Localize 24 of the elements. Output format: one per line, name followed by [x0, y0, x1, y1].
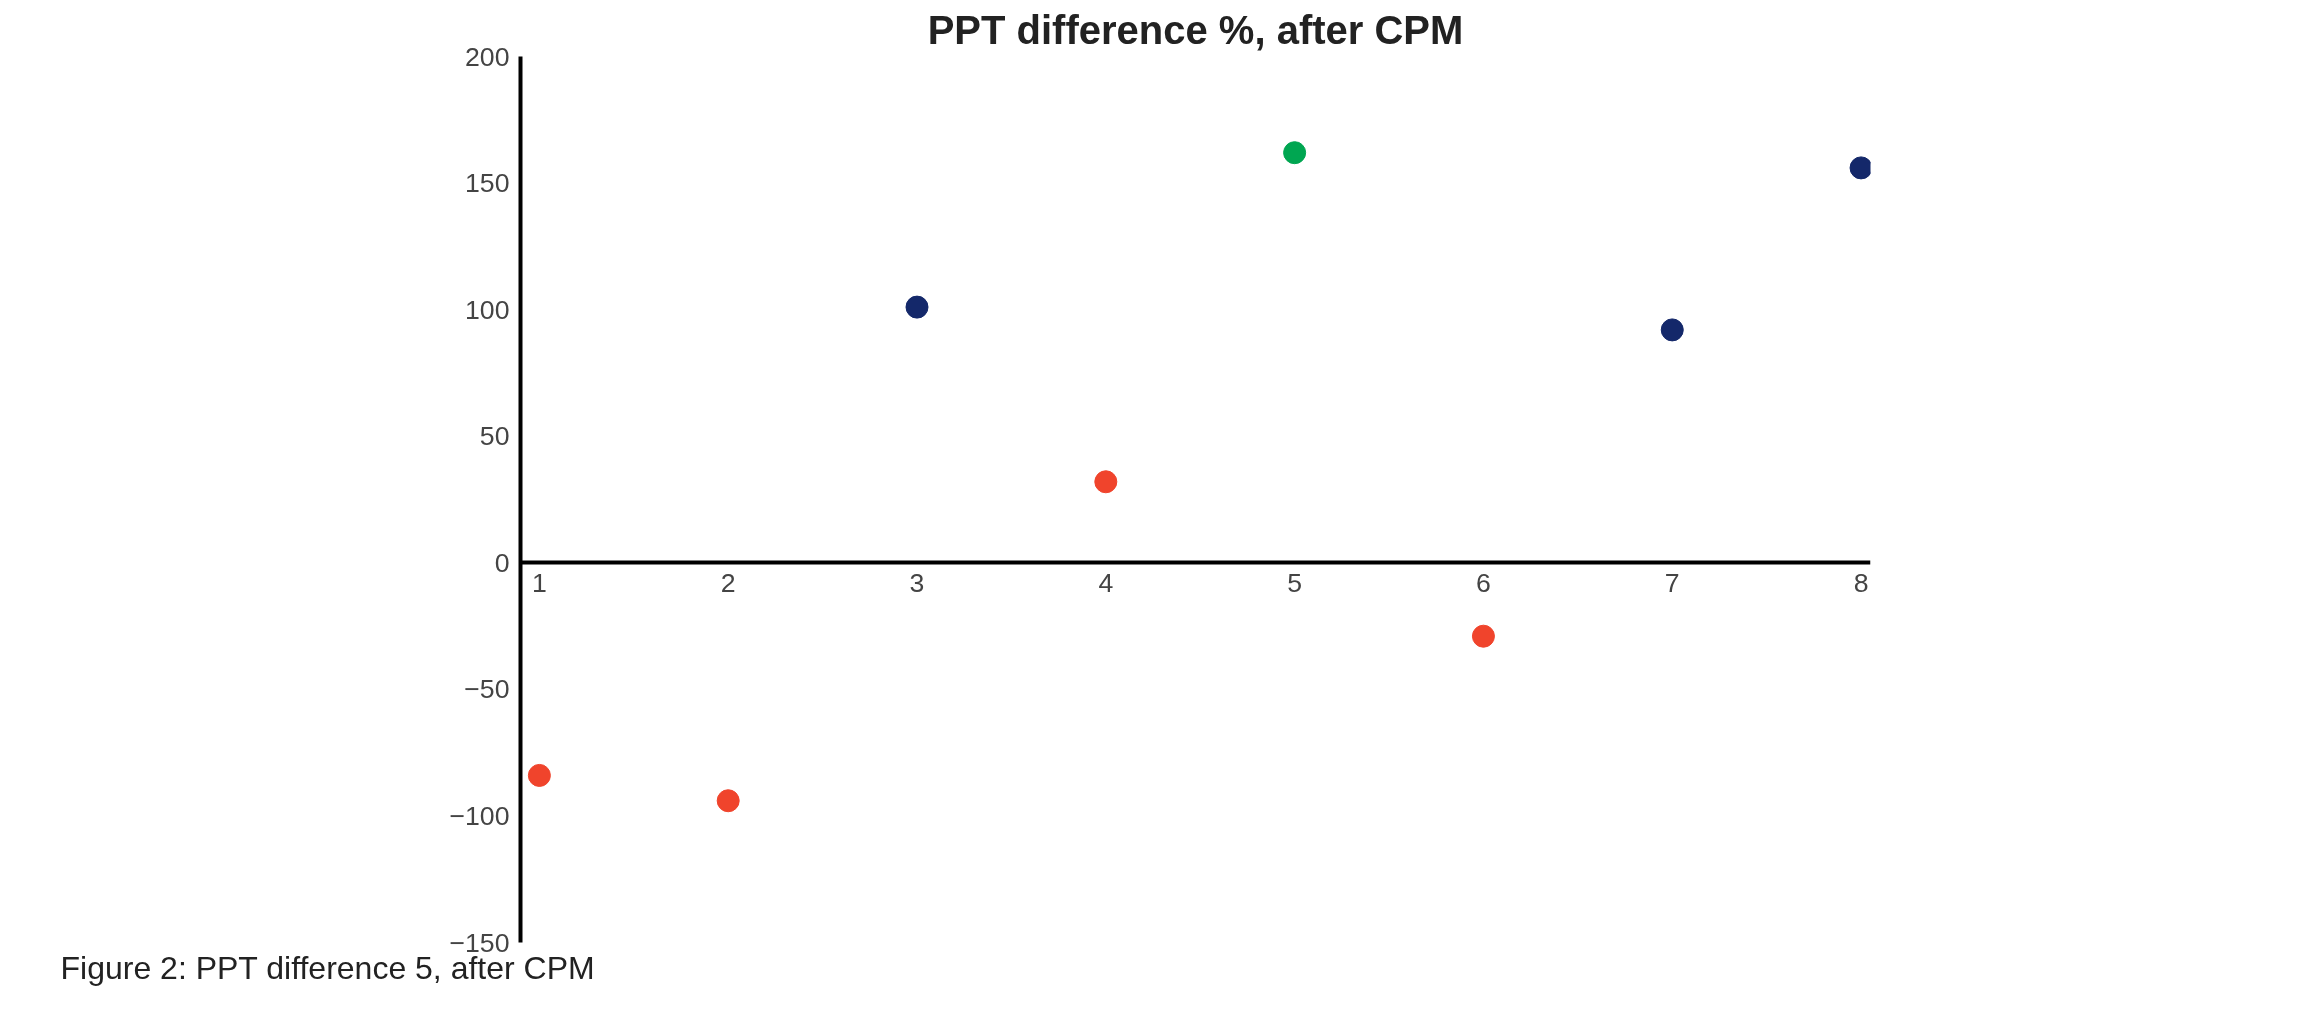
point	[1094, 470, 1118, 494]
y-tick-label: 150	[465, 168, 510, 199]
point	[1849, 156, 1871, 180]
x-tick-label: 2	[720, 567, 736, 598]
point	[1471, 624, 1495, 648]
y-tick-label: 50	[479, 421, 510, 452]
x-tick-label: 5	[1287, 567, 1303, 598]
x-tick-label: 6	[1476, 567, 1491, 598]
chart-title: PPT difference %, after CPM	[927, 7, 1464, 52]
x-tick-label: 7	[1664, 567, 1680, 598]
y-tick-label: −100	[449, 800, 510, 831]
x-tick-label: 4	[1098, 567, 1114, 598]
y-tick-label: −50	[464, 674, 510, 705]
point	[1660, 318, 1684, 342]
x-tick-label: 8	[1853, 567, 1869, 598]
point	[527, 763, 551, 787]
x-tick-label: 3	[909, 567, 925, 598]
y-tick-label: 200	[465, 41, 510, 72]
y-tick-label: 100	[465, 294, 510, 325]
point	[905, 295, 929, 319]
y-tick-label: 0	[494, 547, 510, 578]
x-tick-label: 1	[531, 567, 547, 598]
point	[1283, 141, 1307, 165]
point	[716, 789, 740, 813]
